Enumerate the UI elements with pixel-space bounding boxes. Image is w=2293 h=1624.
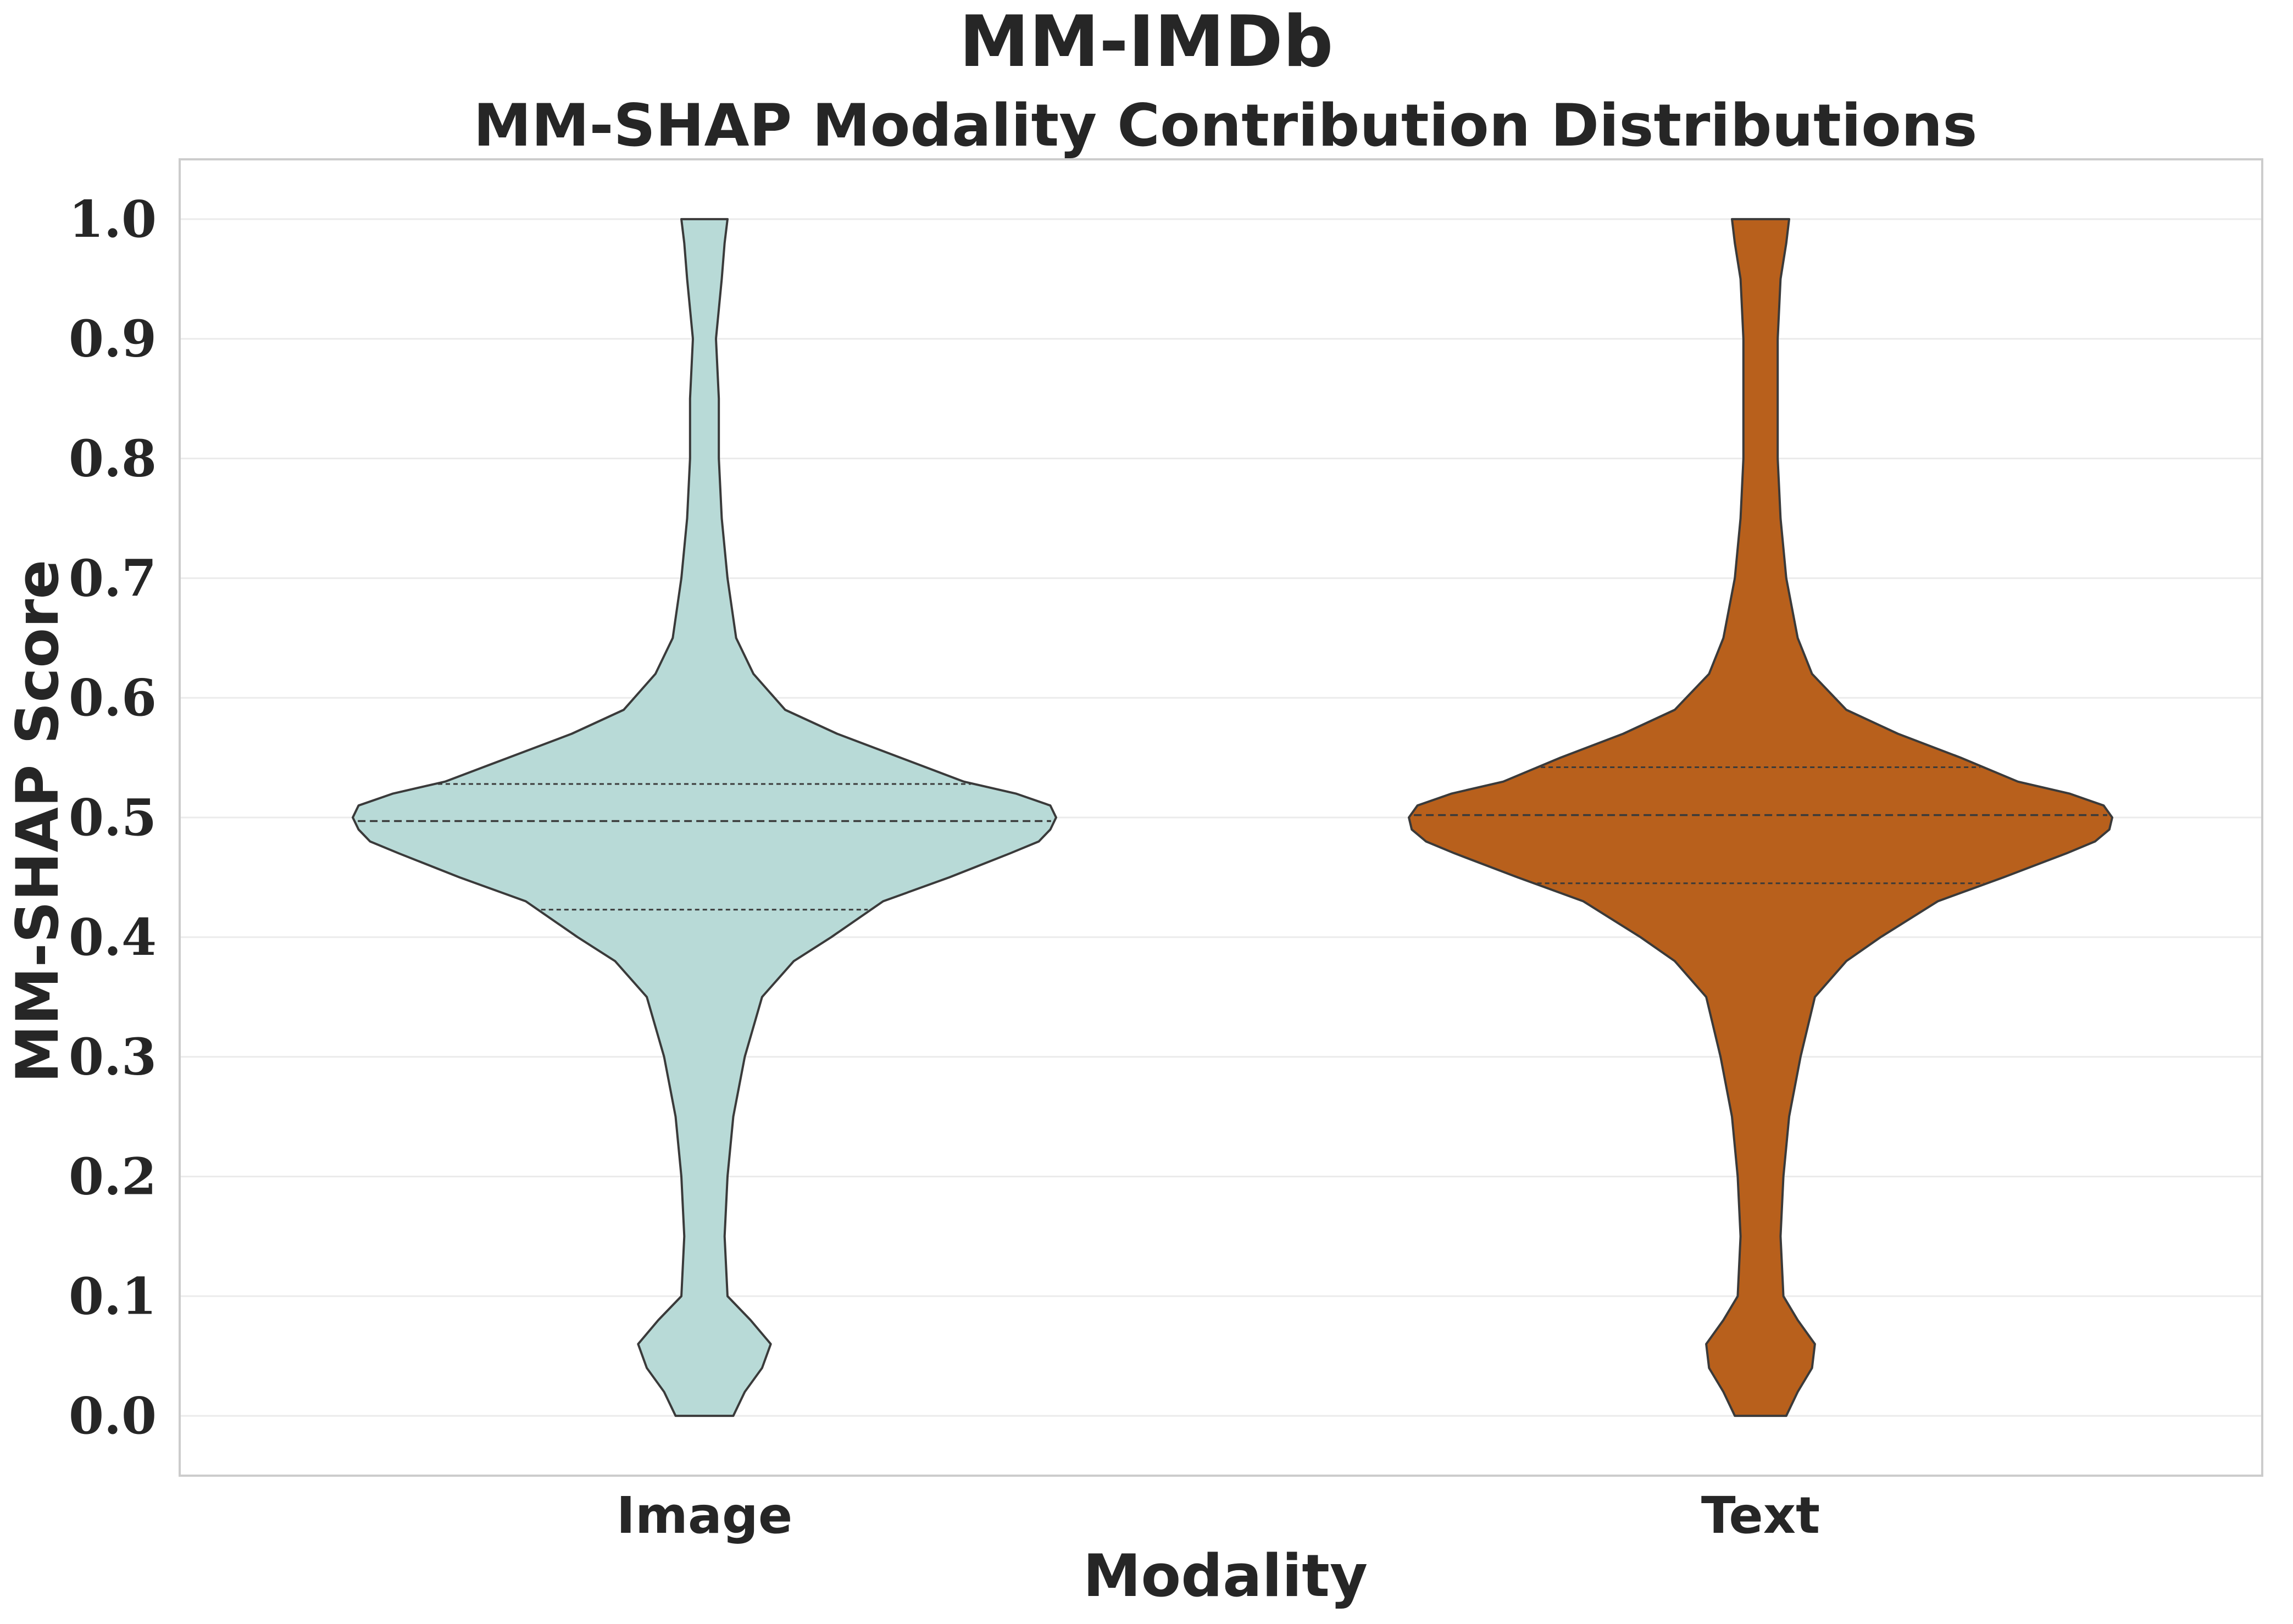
y-tick-label: 0.8 [69, 429, 157, 488]
chart-subtitle: MM-SHAP Modality Contribution Distributi… [473, 92, 1977, 159]
y-tick-label: 0.2 [69, 1147, 157, 1206]
violins [352, 218, 2113, 1417]
violin-image [352, 218, 1057, 1417]
y-tick-label: 0.6 [69, 668, 157, 727]
x-ticks: Image Text [617, 1486, 1820, 1545]
violin-text [1408, 218, 2113, 1417]
y-tick-label: 0.4 [69, 908, 157, 967]
y-tick-label: 0.9 [69, 309, 157, 369]
y-axis-label: MM-SHAP Score [4, 560, 71, 1083]
y-ticks: 0.0 0.1 0.2 0.3 0.4 0.5 0.6 0.7 0.8 0.9 1.0 [69, 190, 157, 1445]
y-tick-label: 0.5 [69, 788, 157, 847]
x-axis-label: Modality [1083, 1542, 1368, 1610]
y-tick-label: 0.7 [69, 548, 157, 608]
plot-frame [179, 158, 2263, 1477]
y-tick-label: 0.0 [69, 1386, 157, 1445]
y-tick-label: 1.0 [69, 190, 157, 249]
y-tick-label: 0.3 [69, 1027, 157, 1087]
y-tick-label: 0.1 [69, 1266, 157, 1326]
x-tick-label: Text [1701, 1486, 1820, 1545]
x-tick-label: Image [617, 1486, 792, 1545]
chart-title: MM-IMDb [959, 1, 1334, 83]
